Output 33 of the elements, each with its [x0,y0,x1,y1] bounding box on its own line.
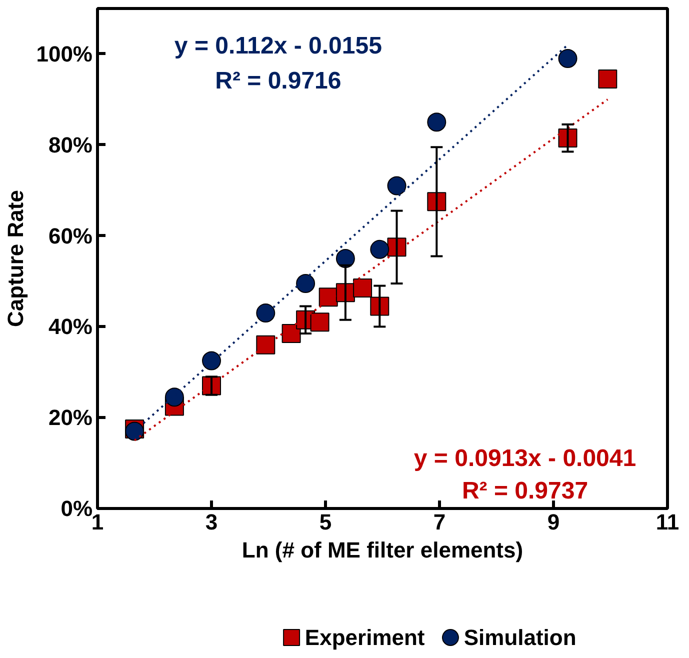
y-tick-label: 40% [48,314,93,340]
point [336,249,355,268]
y-tick-label: 20% [48,405,93,430]
annotation: y = 0.0913x - 0.0041 [414,445,636,472]
y-tick-label: 0% [60,496,92,521]
point [558,49,578,68]
y-tick-label: 80% [48,132,93,158]
point [310,312,330,332]
y-axis-title: Capture Rate [3,190,28,327]
point [353,278,372,298]
x-axis-title: Ln (# of ME filter elements) [242,538,524,562]
y-tick-label: 60% [48,223,93,248]
point [202,351,221,370]
point [296,274,316,293]
x-tick-label: 1 [91,510,104,534]
point [427,112,446,132]
y-tick-label: 100% [36,41,93,66]
point [256,304,276,323]
annotation: y = 0.112x - 0.0155 [174,32,382,60]
point [370,240,390,259]
x-tick-label: 11 [656,510,680,534]
point [256,335,276,354]
point [387,176,406,196]
point [164,388,184,407]
x-tick-label: 3 [205,510,218,534]
x-tick-label: 7 [433,510,446,534]
legend-label: Simulation [464,625,576,650]
x-tick-label: 5 [319,510,332,534]
legend-label: Experiment [304,625,426,650]
point [598,69,618,88]
annotation: R² = 0.9737 [462,478,588,504]
annotation: R² = 0.9716 [215,68,342,94]
x-tick-label: 9 [547,510,560,534]
